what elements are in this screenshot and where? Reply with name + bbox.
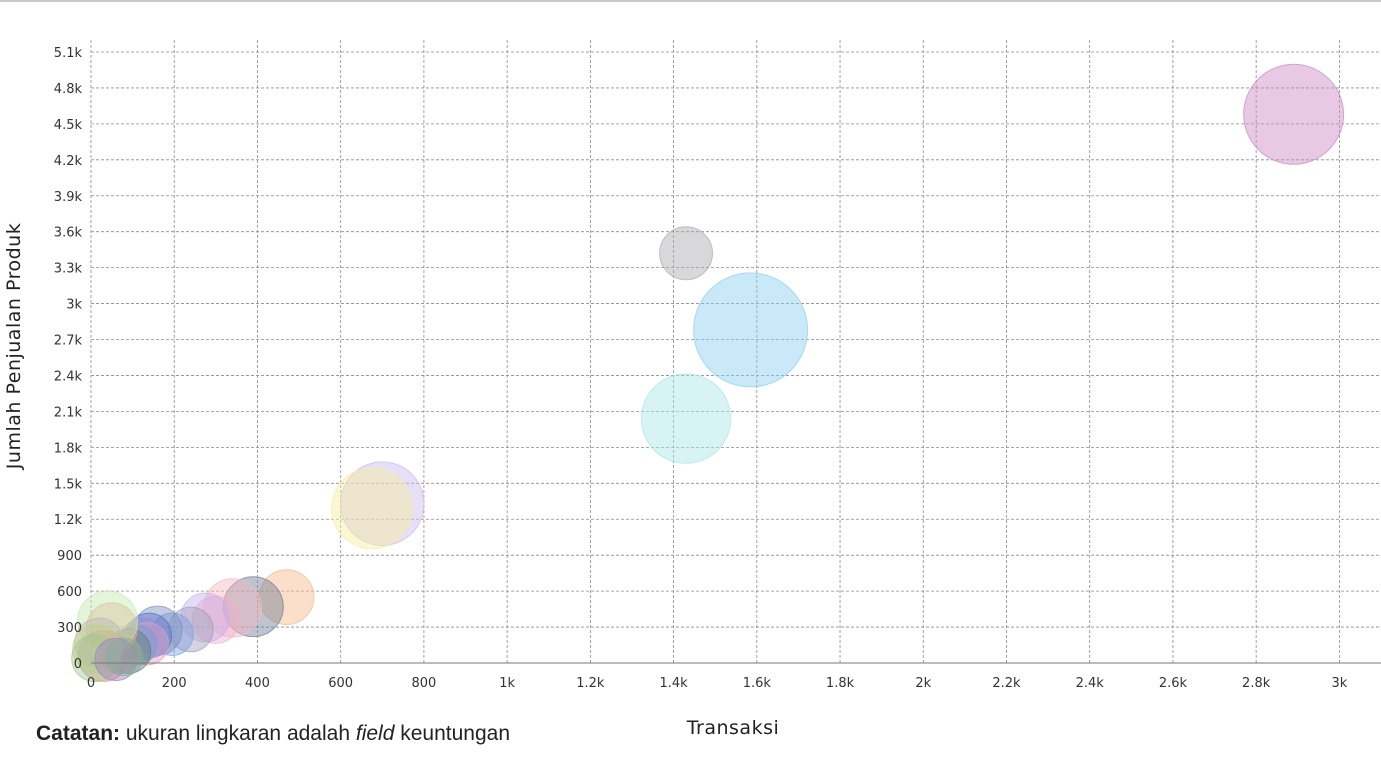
x-tick-label: 400 bbox=[245, 676, 270, 691]
x-axis-title: Transaksi bbox=[686, 717, 780, 739]
x-axis-ticks: 0 200 400 600 800 1k 1.2k 1.4k 1.6k 1.8k 2k 2.2k 2.4… bbox=[87, 676, 1348, 691]
bubble-point[interactable] bbox=[640, 373, 732, 464]
y-tick-label: 1.2k bbox=[54, 513, 83, 528]
x-tick-label: 2.6k bbox=[1159, 676, 1188, 691]
y-tick-label: 1.5k bbox=[54, 477, 83, 492]
grid-lines bbox=[90, 40, 1381, 664]
y-tick-label: 4.8k bbox=[54, 82, 83, 97]
bubble-point[interactable] bbox=[331, 467, 413, 550]
x-tick-label: 1.4k bbox=[659, 676, 688, 691]
x-tick-label: 0 bbox=[87, 676, 95, 691]
note-text-1: ukuran lingkaran adalah bbox=[120, 722, 356, 745]
y-axis-ticks: 0 300 600 900 1.2k 1.5k 1.8k 2.1k 2.4k 2.7k 3k 3.3k… bbox=[54, 46, 83, 672]
y-tick-label: 2.7k bbox=[54, 334, 83, 349]
x-tick-label: 2.2k bbox=[992, 676, 1021, 691]
x-tick-label: 2.8k bbox=[1242, 676, 1271, 691]
bubble-point[interactable] bbox=[222, 576, 284, 638]
note-text-2: keuntungan bbox=[394, 722, 510, 745]
y-tick-label: 4.5k bbox=[54, 118, 83, 133]
y-tick-label: 900 bbox=[57, 549, 82, 564]
y-tick-label: 3k bbox=[66, 298, 82, 313]
bubble-point[interactable] bbox=[1243, 63, 1345, 165]
x-tick-label: 2k bbox=[915, 676, 931, 691]
y-tick-label: 1.8k bbox=[54, 441, 83, 456]
bubble-point[interactable] bbox=[74, 617, 125, 668]
x-tick-label: 2.4k bbox=[1076, 676, 1105, 691]
y-tick-label: 2.4k bbox=[54, 369, 83, 384]
bubble-point[interactable] bbox=[659, 226, 714, 281]
chart-note: Catatan: ukuran lingkaran adalah field k… bbox=[36, 722, 510, 746]
x-tick-label: 1k bbox=[499, 676, 515, 691]
y-axis-title: Jumlah Penjualan Produk bbox=[3, 223, 25, 470]
top-divider bbox=[0, 0, 1381, 2]
x-tick-label: 3k bbox=[1331, 676, 1347, 691]
bubble-point[interactable] bbox=[693, 272, 809, 388]
x-tick-label: 200 bbox=[162, 676, 187, 691]
y-tick-label: 3.3k bbox=[54, 262, 83, 277]
y-tick-label: 600 bbox=[57, 585, 82, 600]
x-tick-label: 1.2k bbox=[576, 676, 605, 691]
bubble-layer bbox=[71, 63, 1345, 683]
note-field-word: field bbox=[355, 722, 395, 745]
x-tick-label: 800 bbox=[411, 676, 436, 691]
y-tick-label: 2.1k bbox=[54, 405, 83, 420]
x-tick-label: 1.8k bbox=[826, 676, 855, 691]
y-tick-label: 300 bbox=[57, 621, 82, 636]
bubble-point[interactable] bbox=[94, 637, 138, 682]
y-tick-label: 3.9k bbox=[54, 190, 83, 205]
y-tick-label: 0 bbox=[74, 657, 82, 672]
bubble-point[interactable] bbox=[191, 595, 240, 644]
y-tick-label: 3.6k bbox=[54, 226, 83, 241]
note-label: Catatan: bbox=[36, 722, 121, 745]
x-tick-label: 1.6k bbox=[743, 676, 772, 691]
bubble-point[interactable] bbox=[105, 637, 144, 677]
x-tick-label: 600 bbox=[328, 676, 353, 691]
bubble-point[interactable] bbox=[150, 612, 194, 656]
y-tick-label: 4.2k bbox=[54, 154, 83, 169]
y-tick-label: 5.1k bbox=[54, 46, 83, 61]
